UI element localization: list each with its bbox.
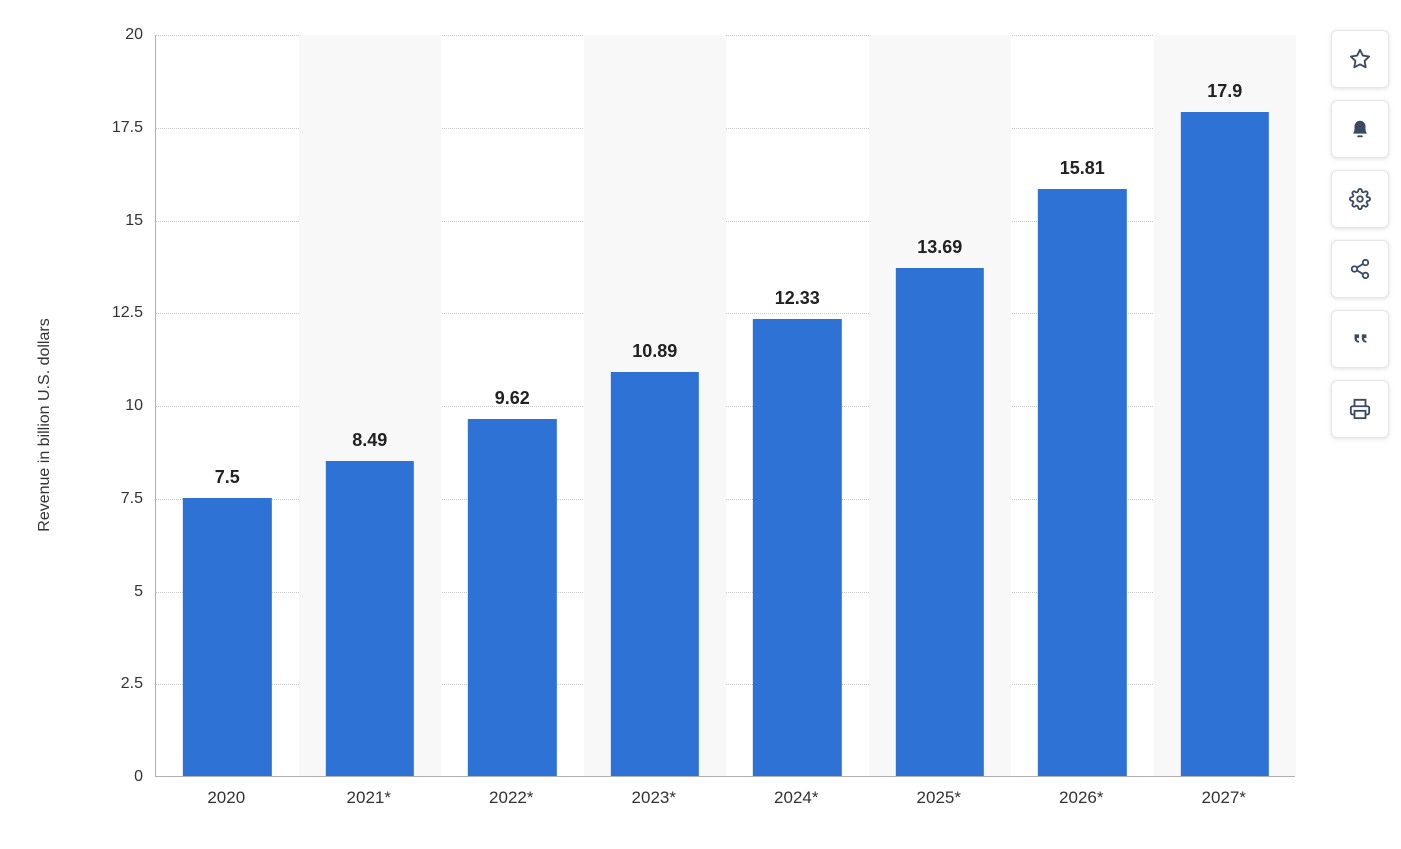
bar-slot: 17.9 (1154, 35, 1297, 776)
x-tick-label: 2022* (489, 788, 533, 808)
y-tick-label: 5 (93, 583, 143, 601)
bar-slot: 9.62 (441, 35, 584, 776)
plot-area: 7.5 8.49 9.62 10.89 12.33 13.69 15.81 17.9 (155, 35, 1295, 777)
x-tick-label: 2026* (1059, 788, 1103, 808)
y-tick-label: 2.5 (93, 675, 143, 693)
x-tick-label: 2027* (1202, 788, 1246, 808)
bar-slot: 10.89 (584, 35, 727, 776)
y-tick-label: 17.5 (93, 119, 143, 137)
bar-value-label: 15.81 (1060, 158, 1105, 179)
bar-value-label: 7.5 (215, 467, 240, 488)
bar-value-label: 17.9 (1207, 81, 1242, 102)
x-tick-label: 2024* (774, 788, 818, 808)
bar-value-label: 8.49 (352, 430, 387, 451)
y-tick-label: 7.5 (93, 490, 143, 508)
bar[interactable]: 7.5 (183, 498, 271, 776)
quote-icon (1349, 328, 1371, 350)
gear-icon (1349, 188, 1371, 210)
bar[interactable]: 13.69 (896, 268, 984, 776)
x-tick-label: 2021* (347, 788, 391, 808)
star-icon (1349, 48, 1371, 70)
notifications-button[interactable] (1331, 100, 1389, 158)
bell-icon (1349, 118, 1371, 140)
y-tick-label: 20 (93, 26, 143, 44)
bar-slot: 15.81 (1011, 35, 1154, 776)
bar-slot: 8.49 (299, 35, 442, 776)
bar-value-label: 13.69 (917, 237, 962, 258)
chart-toolbar (1331, 30, 1389, 438)
settings-button[interactable] (1331, 170, 1389, 228)
y-tick-label: 10 (93, 397, 143, 415)
bar[interactable]: 12.33 (753, 319, 841, 776)
bar-value-label: 10.89 (632, 341, 677, 362)
bar-slot: 13.69 (869, 35, 1012, 776)
y-tick-label: 15 (93, 212, 143, 230)
revenue-bar-chart: 7.5 8.49 9.62 10.89 12.33 13.69 15.81 17.9 Reve… (0, 0, 1401, 849)
x-tick-label: 2025* (917, 788, 961, 808)
x-tick-label: 2023* (632, 788, 676, 808)
bar-slot: 7.5 (156, 35, 299, 776)
share-button[interactable] (1331, 240, 1389, 298)
y-tick-label: 12.5 (93, 304, 143, 322)
print-icon (1349, 398, 1371, 420)
y-axis-label: Revenue in billion U.S. dollars (36, 318, 54, 531)
bar[interactable]: 15.81 (1038, 189, 1126, 776)
bar-value-label: 12.33 (775, 288, 820, 309)
bar[interactable]: 8.49 (326, 461, 414, 776)
favorite-button[interactable] (1331, 30, 1389, 88)
bar[interactable]: 9.62 (468, 419, 556, 776)
y-tick-label: 0 (93, 768, 143, 786)
print-button[interactable] (1331, 380, 1389, 438)
bar-value-label: 9.62 (495, 388, 530, 409)
x-tick-label: 2020 (207, 788, 245, 808)
cite-button[interactable] (1331, 310, 1389, 368)
bar[interactable]: 17.9 (1181, 112, 1269, 776)
share-icon (1349, 258, 1371, 280)
bar-slot: 12.33 (726, 35, 869, 776)
bar[interactable]: 10.89 (611, 372, 699, 776)
